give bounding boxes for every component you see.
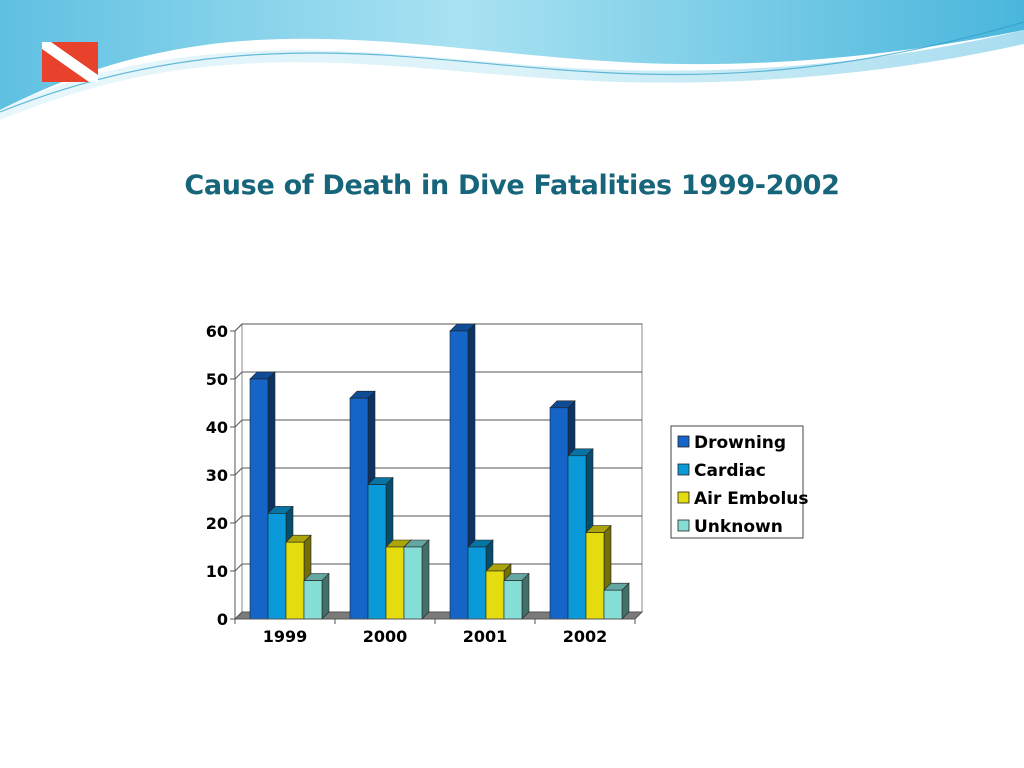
x-axis-ticks: 1999 2000 2001 2002 xyxy=(234,618,636,646)
legend-item: Cardiac xyxy=(677,461,766,481)
gridline-side xyxy=(234,419,243,428)
header-wave xyxy=(0,0,1024,110)
legend-label: Cardiac xyxy=(694,461,766,481)
dive-flag-icon xyxy=(42,42,98,82)
gridline-side xyxy=(234,563,243,572)
x-tick-label: 1999 xyxy=(263,627,308,646)
x-tick-label: 2001 xyxy=(463,627,508,646)
bar-unknown-2000 xyxy=(403,539,430,620)
legend-item: Unknown xyxy=(677,517,783,537)
legend-swatch xyxy=(677,435,690,448)
header-wave-line xyxy=(0,21,1024,113)
bar-unknown-1999 xyxy=(303,572,330,620)
y-tick-label: 0 xyxy=(217,610,228,629)
y-tick-label: 20 xyxy=(206,514,228,533)
legend-swatch xyxy=(677,519,690,532)
bar-unknown-2001 xyxy=(503,572,530,620)
y-tick-label: 10 xyxy=(206,562,228,581)
legend-label: Unknown xyxy=(694,517,783,537)
gridline-side xyxy=(234,323,243,332)
x-tick-label: 2000 xyxy=(363,627,408,646)
bar-unknown-2002 xyxy=(603,582,630,620)
legend-label: Drowning xyxy=(694,433,786,453)
legend-swatch xyxy=(677,463,690,476)
page-title: Cause of Death in Dive Fatalities 1999-2… xyxy=(184,170,840,201)
legend-label: Air Embolus xyxy=(694,489,809,509)
legend-item: Drowning xyxy=(677,433,786,453)
legend: Drowning Cardiac Air Embolus Unknown xyxy=(670,425,809,539)
gridline-side xyxy=(234,371,243,380)
x-tick-label: 2002 xyxy=(563,627,608,646)
gridline-side xyxy=(234,467,243,476)
bars xyxy=(249,323,630,620)
gridline-side xyxy=(234,515,243,524)
y-tick-label: 50 xyxy=(206,370,228,389)
y-tick-label: 40 xyxy=(206,418,228,437)
legend-item: Air Embolus xyxy=(677,489,809,509)
y-axis-ticks: 0 10 20 30 40 50 60 xyxy=(206,322,236,629)
y-tick-label: 60 xyxy=(206,322,228,341)
header-wave-highlight xyxy=(0,30,1024,120)
legend-swatch xyxy=(677,491,690,504)
y-tick-label: 30 xyxy=(206,466,228,485)
legend-box xyxy=(670,425,804,539)
